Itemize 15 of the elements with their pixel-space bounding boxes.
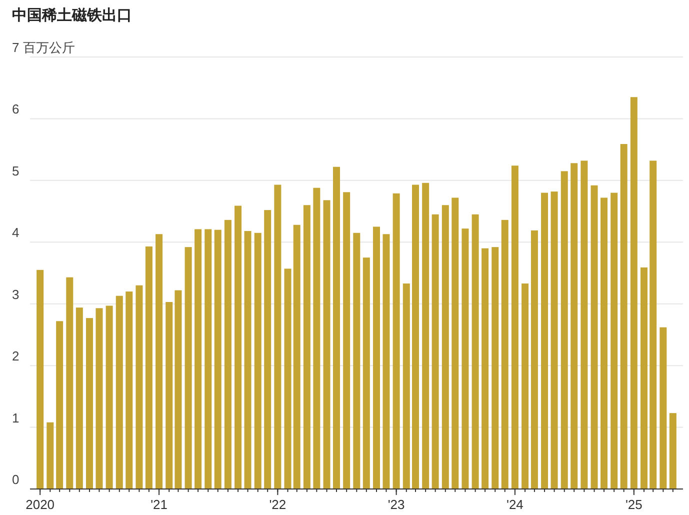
x-tick-label: '21 — [150, 497, 168, 512]
y-tick-label: 6 — [12, 102, 20, 117]
x-tick-label: '22 — [269, 497, 286, 512]
x-tick-label: '24 — [506, 497, 524, 512]
x-tick-label: '25 — [625, 497, 642, 512]
x-tick-label: '23 — [388, 497, 405, 512]
y-tick-label: 0 — [12, 472, 20, 487]
y-tick-label: 2 — [12, 348, 20, 364]
y-tick-label: 3 — [12, 286, 20, 302]
y-tick-label: 5 — [12, 163, 20, 178]
y-tick-label: 4 — [12, 225, 20, 240]
y-tick-label: 7 百万公斤 — [12, 40, 75, 55]
y-tick-label: 1 — [12, 410, 20, 426]
x-tick-label: 2020 — [26, 497, 55, 512]
chart-title: 中国稀土磁铁出口 — [12, 7, 132, 24]
